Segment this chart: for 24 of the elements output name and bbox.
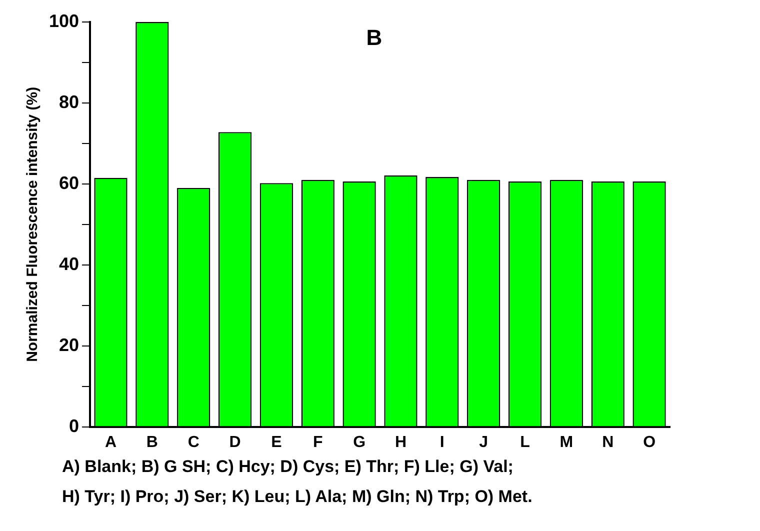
x-tick-label: O bbox=[643, 434, 656, 451]
x-tick-label: H bbox=[394, 434, 407, 451]
x-tick-label: J bbox=[479, 434, 488, 451]
y-tick-label: 0 bbox=[69, 416, 80, 436]
x-tick-label: N bbox=[602, 434, 614, 451]
y-tick-label: 20 bbox=[59, 334, 80, 355]
x-tick-label: D bbox=[229, 434, 241, 451]
x-tick-label: B bbox=[146, 434, 158, 451]
x-tick-label: A bbox=[104, 434, 117, 451]
y-axis-title: Normalized Fluorescence intensity (%) bbox=[24, 86, 42, 362]
y-tick-label: 100 bbox=[48, 10, 80, 31]
x-tick-label: G bbox=[353, 434, 366, 451]
x-tick-label: C bbox=[188, 434, 200, 451]
y-tick-label: 40 bbox=[59, 254, 80, 274]
text: H) Tyr; I) Pro; J) Ser; K) Leu; L) Ala; M) Gln; N) Trp; O) Met. bbox=[62, 486, 532, 508]
x-tick-label: I bbox=[440, 434, 444, 451]
x-tick-label: M bbox=[560, 434, 574, 451]
x-tick-label: E bbox=[271, 434, 282, 451]
y-tick-label: 60 bbox=[59, 172, 80, 193]
x-tick-label: L bbox=[520, 434, 530, 451]
chart-title: B bbox=[366, 25, 382, 50]
x-tick-label: F bbox=[312, 434, 323, 451]
text: A) Blank; B) G SH; C) Hcy; D) Cys; E) Thr; F) Lle; G) Val; bbox=[62, 456, 514, 478]
y-tick-label: 80 bbox=[59, 92, 80, 112]
